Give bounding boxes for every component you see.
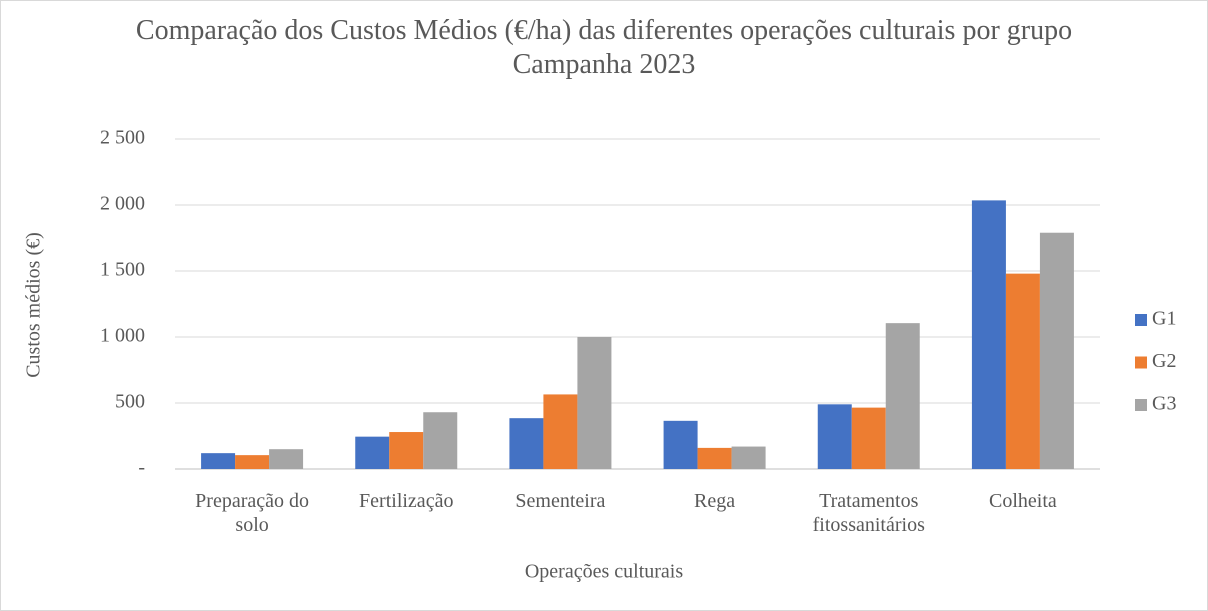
bar [235, 455, 270, 469]
legend-label: G1 [1152, 308, 1176, 330]
legend-swatch [1135, 314, 1147, 326]
x-tick-label: Colheita [989, 490, 1057, 512]
bar [697, 447, 732, 469]
y-tick-label: 2 500 [100, 127, 145, 149]
x-axis-title: Operações culturais [525, 561, 683, 583]
x-tick-label: Fertilização [359, 490, 454, 512]
bar [731, 446, 766, 469]
y-tick-label: 2 000 [100, 193, 145, 215]
y-tick-label: - [138, 457, 145, 479]
bar [389, 432, 424, 469]
legend-label: G2 [1152, 350, 1176, 372]
x-tick-label: Sementeira [515, 490, 606, 512]
bar [577, 337, 612, 469]
bar [971, 200, 1006, 469]
x-tick-label: Tratamentos fitossanitários [812, 490, 925, 536]
x-tick-label: Rega [694, 490, 736, 512]
bar [817, 404, 852, 469]
bar [509, 418, 544, 469]
bar [269, 449, 304, 469]
legend-swatch [1135, 399, 1147, 411]
y-axis-title: Custos médios (€) [23, 232, 45, 378]
legend-swatch [1135, 356, 1147, 369]
bar [201, 453, 236, 469]
y-tick-label: 500 [115, 391, 145, 413]
bar [851, 407, 886, 469]
bar [885, 323, 920, 469]
y-tick-label: 1 000 [100, 325, 145, 347]
bar [543, 394, 578, 469]
bar [423, 412, 458, 469]
bar [663, 420, 698, 469]
bar [1005, 273, 1040, 469]
bar [1039, 232, 1074, 469]
x-tick-label: Preparação do solo [195, 490, 309, 536]
legend-label: G3 [1152, 393, 1176, 415]
chart-title: Comparação dos Custos Médios (€/ha) das … [135, 15, 1073, 80]
y-tick-label: 1 500 [100, 259, 145, 281]
bar [355, 436, 390, 469]
